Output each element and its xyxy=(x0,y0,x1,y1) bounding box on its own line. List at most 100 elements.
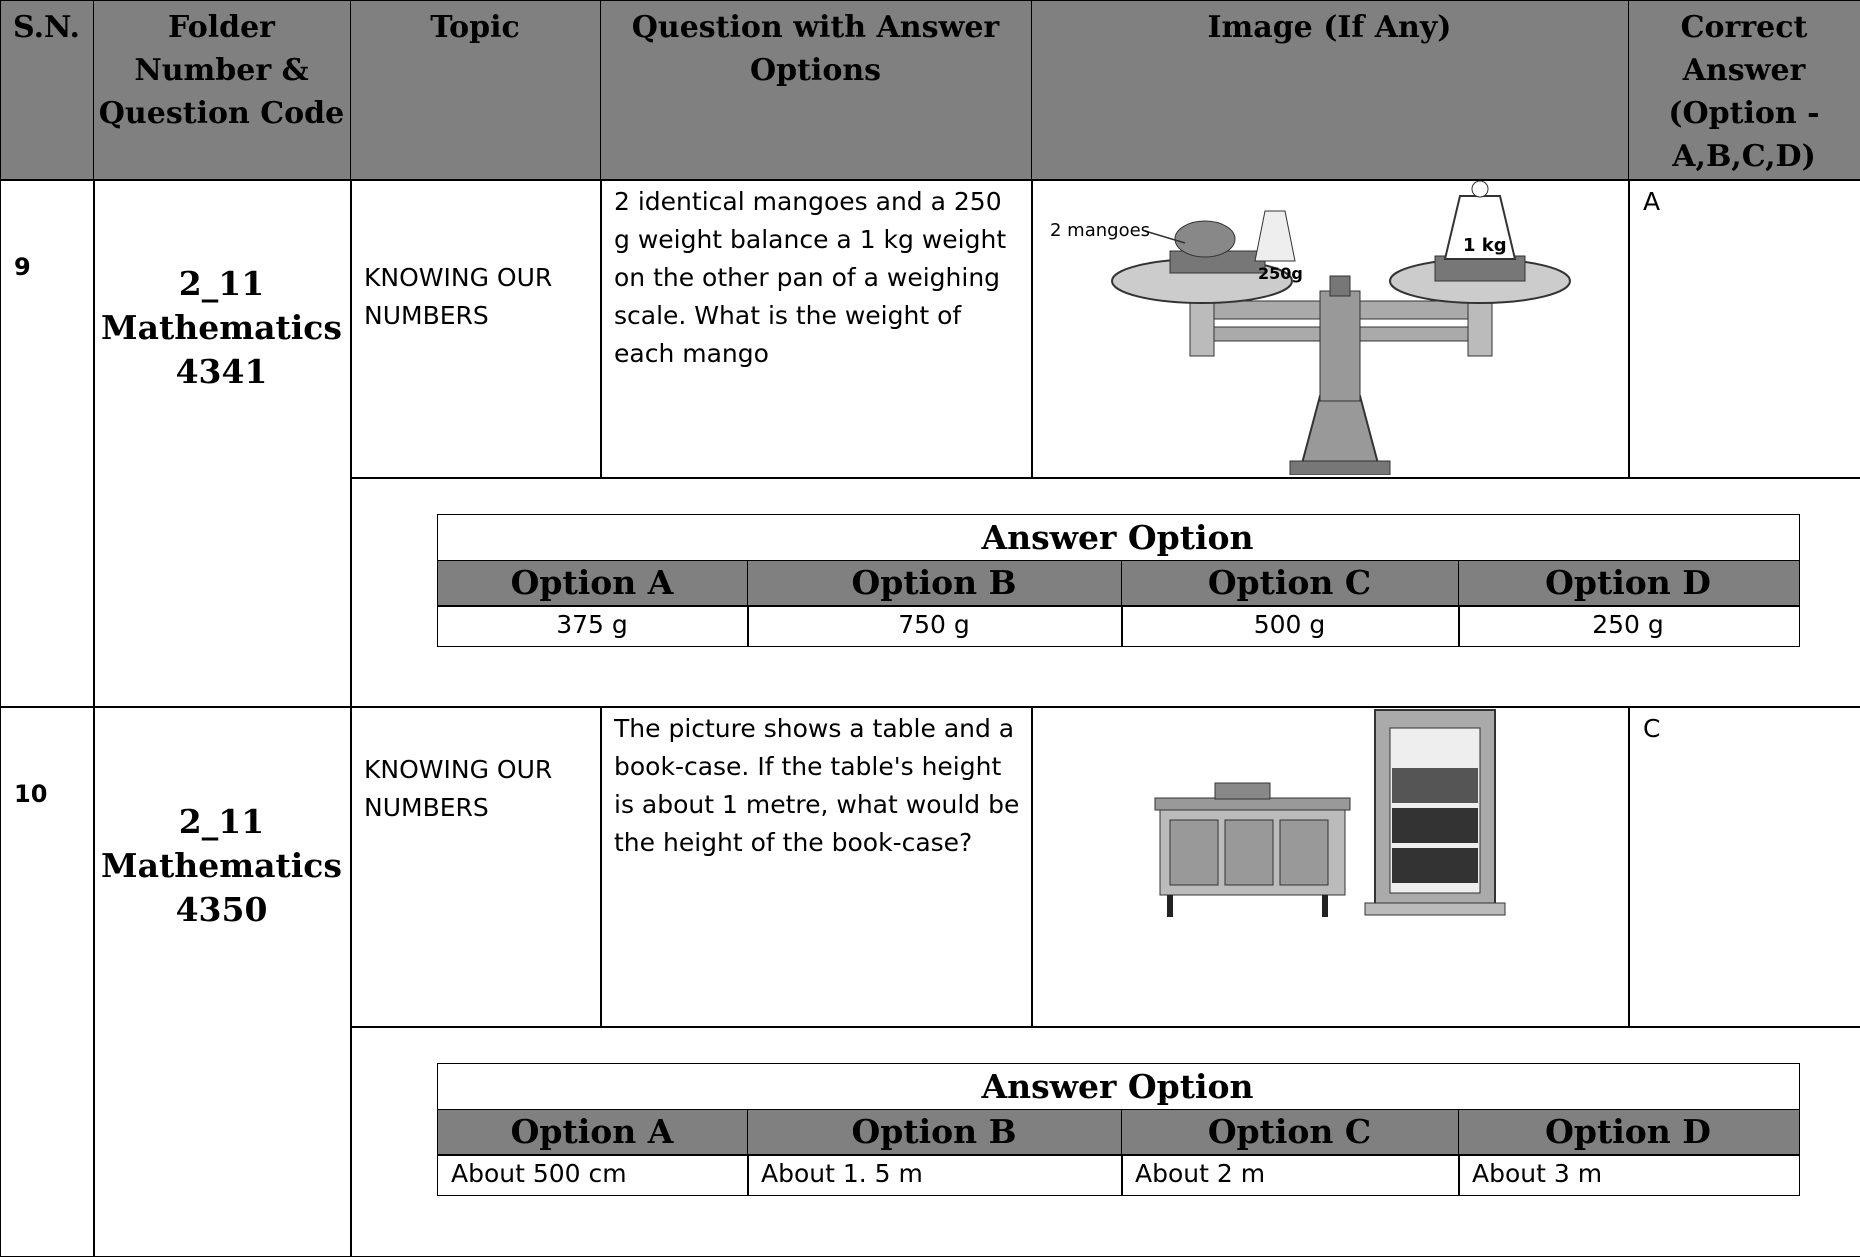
option-header: Option D xyxy=(1545,1112,1711,1151)
option-value: 750 g xyxy=(898,610,970,639)
option-header-cell xyxy=(437,560,749,607)
option-value: About 1. 5 m xyxy=(761,1159,923,1188)
shape xyxy=(1289,460,1391,475)
option-header: Option B xyxy=(851,563,1017,602)
option-value: About 2 m xyxy=(1135,1159,1266,1188)
folder-line: 4341 xyxy=(175,352,268,391)
correct-answer: C xyxy=(1643,714,1661,743)
option-value: 375 g xyxy=(556,610,628,639)
option-value: About 3 m xyxy=(1472,1159,1603,1188)
option-value: 250 g xyxy=(1592,610,1664,639)
option-header-cell xyxy=(747,1109,1123,1156)
option-value-cell xyxy=(437,605,749,647)
option-header-cell xyxy=(1121,1109,1460,1156)
option-value-cell xyxy=(1121,1154,1460,1196)
header-cell xyxy=(600,0,1033,181)
question: 2 identical mangoes and a 250 g weight b… xyxy=(614,187,1007,368)
option-value-cell xyxy=(747,605,1123,647)
serial-number: 9 xyxy=(14,253,31,281)
option-header: Option C xyxy=(1207,563,1372,602)
shape xyxy=(1364,902,1506,916)
option-header-cell xyxy=(747,560,1123,607)
answer-option-title: Answer Option xyxy=(981,1067,1254,1106)
folder-line: Mathematics xyxy=(101,846,342,885)
topic: KNOWING OUR NUMBERS xyxy=(364,755,553,822)
answer-options-cell xyxy=(350,477,1860,708)
header-cell xyxy=(0,0,95,181)
image-label: 1 kg xyxy=(1463,235,1507,256)
header-cell xyxy=(1628,0,1860,181)
folder-line: 2_11 xyxy=(178,802,265,841)
shape xyxy=(1254,210,1296,262)
option-header: Option A xyxy=(510,563,674,602)
answer-option-title: Answer Option xyxy=(981,518,1254,557)
shape xyxy=(1174,220,1236,258)
shape xyxy=(1154,797,1351,811)
folder-line: 2_11 xyxy=(178,264,265,303)
option-header-cell xyxy=(437,1109,749,1156)
folder-code: 2_11 Mathematics 4350 xyxy=(93,706,350,1026)
shape xyxy=(1392,808,1478,843)
option-header-cell xyxy=(1121,560,1460,607)
option-value: About 500 cm xyxy=(451,1159,627,1188)
option-header: Option B xyxy=(851,1112,1017,1151)
correct-answer: A xyxy=(1643,187,1661,216)
cell xyxy=(350,179,602,479)
option-value-cell xyxy=(747,1154,1123,1196)
sn-cell xyxy=(0,179,95,708)
folder-line: Mathematics xyxy=(101,308,342,347)
option-value: 500 g xyxy=(1253,610,1326,639)
header-text: Image (If Any) xyxy=(1207,10,1452,45)
header-cell xyxy=(1031,0,1630,181)
cell xyxy=(1628,179,1860,479)
shape xyxy=(1322,895,1328,917)
option-value-cell xyxy=(1458,1154,1800,1196)
folder-cell xyxy=(93,179,352,708)
option-header-cell xyxy=(1458,560,1800,607)
shape xyxy=(1392,848,1478,883)
shape xyxy=(1329,275,1351,297)
option-header-cell xyxy=(1458,1109,1800,1156)
option-value-cell xyxy=(437,1154,749,1196)
shape xyxy=(1319,290,1361,402)
shape xyxy=(1279,819,1329,886)
header-text: Correct Answer (Option - A,B,C,D) xyxy=(1668,10,1820,174)
cell xyxy=(600,706,1033,1028)
option-value-cell xyxy=(1121,605,1460,647)
cell xyxy=(350,706,602,1028)
image-label: 250g xyxy=(1258,264,1303,283)
question: The picture shows a table and a book-cas… xyxy=(614,714,1020,857)
option-header: Option A xyxy=(510,1112,674,1151)
serial-number: 10 xyxy=(14,780,48,808)
shape xyxy=(1434,255,1526,282)
header-text: Folder Number & Question Code xyxy=(98,10,345,131)
topic: KNOWING OUR NUMBERS xyxy=(364,263,553,330)
cell xyxy=(1031,706,1630,1028)
header-text: Topic xyxy=(430,10,520,45)
option-header: Option D xyxy=(1545,563,1711,602)
question-image: 2 mangoes 250g 1 kg xyxy=(1050,181,1571,475)
header-text: Question with Answer Options xyxy=(631,10,1000,88)
question-image xyxy=(1154,709,1506,917)
shape xyxy=(1167,895,1173,917)
shape xyxy=(1443,195,1517,260)
cell xyxy=(1031,179,1630,479)
cell xyxy=(600,179,1033,479)
cell xyxy=(1628,706,1860,1028)
shape xyxy=(1224,819,1274,886)
folder-code: 2_11 Mathematics 4341 xyxy=(93,179,350,477)
shape xyxy=(1214,782,1271,800)
option-value-cell xyxy=(1458,605,1800,647)
shape xyxy=(1144,230,1186,244)
header-text: S.N. xyxy=(13,10,80,45)
option-header: Option C xyxy=(1207,1112,1372,1151)
shape xyxy=(1169,819,1219,886)
shape xyxy=(1392,768,1478,803)
header-cell xyxy=(93,0,352,181)
image-label: 2 mangoes xyxy=(1050,220,1150,241)
shape xyxy=(1298,395,1382,472)
shape xyxy=(1471,181,1489,198)
folder-line: 4350 xyxy=(175,890,268,929)
header-cell xyxy=(350,0,602,181)
